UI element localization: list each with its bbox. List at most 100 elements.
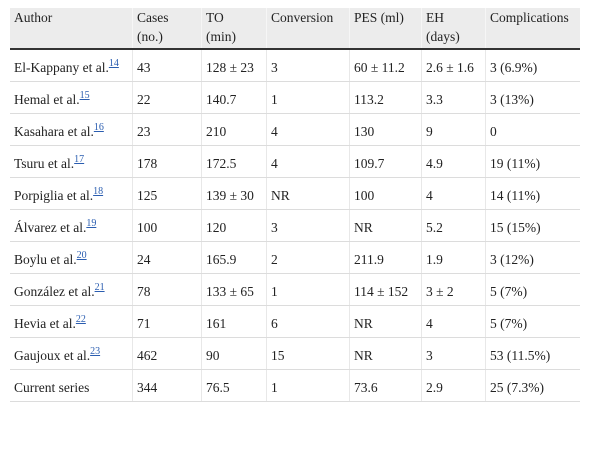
table-body: El-Kappany et al.14 43 128 ± 23 3 60 ± 11.2 2… [10,49,580,402]
cell-cases: 344 [132,369,202,402]
cell-conversion: 1 [266,369,350,402]
cell-pes: 113.2 [349,81,422,114]
cell-complications: 5 (7%) [485,273,580,306]
cell-complications: 3 (6.9%) [485,49,580,82]
author-name: Álvarez et al. [14,220,87,235]
cell-author: González et al.21 [10,273,133,306]
cell-pes: NR [349,305,422,338]
cell-author: Boylu et al.20 [10,241,133,274]
reference-link[interactable]: 18 [93,186,104,197]
cell-complications: 3 (12%) [485,241,580,274]
cell-cases: 78 [132,273,202,306]
cell-cases: 100 [132,209,202,242]
author-name: El-Kappany et al. [14,60,109,75]
cell-pes: 211.9 [349,241,422,274]
cell-to: 120 [201,209,267,242]
cell-conversion: 6 [266,305,350,338]
cell-conversion: 4 [266,113,350,146]
table-row: González et al.21 78 133 ± 65 1 114 ± 152 3 ±… [10,273,580,306]
cell-complications: 0 [485,113,580,146]
reference-link[interactable]: 22 [75,314,86,325]
cell-complications: 53 (11.5%) [485,337,580,370]
cell-conversion: 4 [266,145,350,178]
cell-complications: 19 (11%) [485,145,580,178]
author-name: Current series [14,380,90,395]
cell-conversion: NR [266,177,350,210]
cell-to: 140.7 [201,81,267,114]
reference-link[interactable]: 15 [79,90,90,101]
cell-eh: 1.9 [421,241,486,274]
cell-author: Hevia et al.22 [10,305,133,338]
cell-to: 133 ± 65 [201,273,267,306]
header-complications: Complications [485,8,580,50]
cell-conversion: 2 [266,241,350,274]
author-name: González et al. [14,284,95,299]
cell-author: Álvarez et al.19 [10,209,133,242]
cell-cases: 125 [132,177,202,210]
cell-author: Tsuru et al.17 [10,145,133,178]
cell-complications: 14 (11%) [485,177,580,210]
cell-eh: 3 [421,337,486,370]
cell-author: Hemal et al.15 [10,81,133,114]
table-row: Tsuru et al.17 178 172.5 4 109.7 4.9 19 (11%) [10,145,580,178]
cell-eh: 9 [421,113,486,146]
cell-pes: 73.6 [349,369,422,402]
cell-cases: 22 [132,81,202,114]
reference-link[interactable]: 16 [93,122,104,133]
cell-pes: NR [349,209,422,242]
reference-link[interactable]: 17 [74,154,85,165]
header-conversion: Conversion [266,8,350,50]
header-to: TO (min) [201,8,267,50]
cell-eh: 2.9 [421,369,486,402]
cell-complications: 25 (7.3%) [485,369,580,402]
cell-pes: NR [349,337,422,370]
cell-cases: 24 [132,241,202,274]
cell-cases: 23 [132,113,202,146]
table-row: Porpiglia et al.18 125 139 ± 30 NR 100 4 14 (1… [10,177,580,210]
comparison-table: Author Cases (no.) TO (min) Conversion PES… [10,8,580,402]
author-name: Tsuru et al. [14,156,75,171]
cell-pes: 100 [349,177,422,210]
cell-eh: 2.6 ± 1.6 [421,49,486,82]
table-container: Author Cases (no.) TO (min) Conversion PES… [10,8,580,402]
table-row: El-Kappany et al.14 43 128 ± 23 3 60 ± 11.2 2… [10,49,580,82]
cell-author: Gaujoux et al.23 [10,337,133,370]
cell-to: 128 ± 23 [201,49,267,82]
cell-complications: 5 (7%) [485,305,580,338]
header-pes: PES (ml) [349,8,422,50]
cell-pes: 109.7 [349,145,422,178]
cell-author: Kasahara et al.16 [10,113,133,146]
cell-complications: 3 (13%) [485,81,580,114]
author-name: Hemal et al. [14,92,80,107]
cell-conversion: 15 [266,337,350,370]
cell-cases: 43 [132,49,202,82]
reference-link[interactable]: 21 [94,282,105,293]
cell-to: 210 [201,113,267,146]
table-row: Hevia et al.22 71 161 6 NR 4 5 (7%) [10,305,580,338]
cell-conversion: 1 [266,81,350,114]
cell-cases: 178 [132,145,202,178]
cell-cases: 71 [132,305,202,338]
header-cases: Cases (no.) [132,8,202,50]
table-header: Author Cases (no.) TO (min) Conversion PES… [10,8,580,50]
cell-eh: 4.9 [421,145,486,178]
reference-link[interactable]: 20 [76,250,87,261]
cell-eh: 3 ± 2 [421,273,486,306]
table-row: Kasahara et al.16 23 210 4 130 9 0 [10,113,580,146]
author-name: Gaujoux et al. [14,348,91,363]
cell-conversion: 3 [266,209,350,242]
table-row: Hemal et al.15 22 140.7 1 113.2 3.3 3 (13%) [10,81,580,114]
reference-link[interactable]: 19 [86,218,97,229]
cell-to: 139 ± 30 [201,177,267,210]
table-row: Current series 344 76.5 1 73.6 2.9 25 (7.3%) [10,369,580,402]
header-eh: EH (days) [421,8,486,50]
author-name: Porpiglia et al. [14,188,94,203]
table-row: Gaujoux et al.23 462 90 15 NR 3 53 (11.5%) [10,337,580,370]
cell-to: 172.5 [201,145,267,178]
header-author: Author [10,8,133,50]
cell-eh: 5.2 [421,209,486,242]
cell-author: Porpiglia et al.18 [10,177,133,210]
reference-link[interactable]: 23 [90,346,101,357]
reference-link[interactable]: 14 [108,58,119,69]
author-name: Boylu et al. [14,252,77,267]
